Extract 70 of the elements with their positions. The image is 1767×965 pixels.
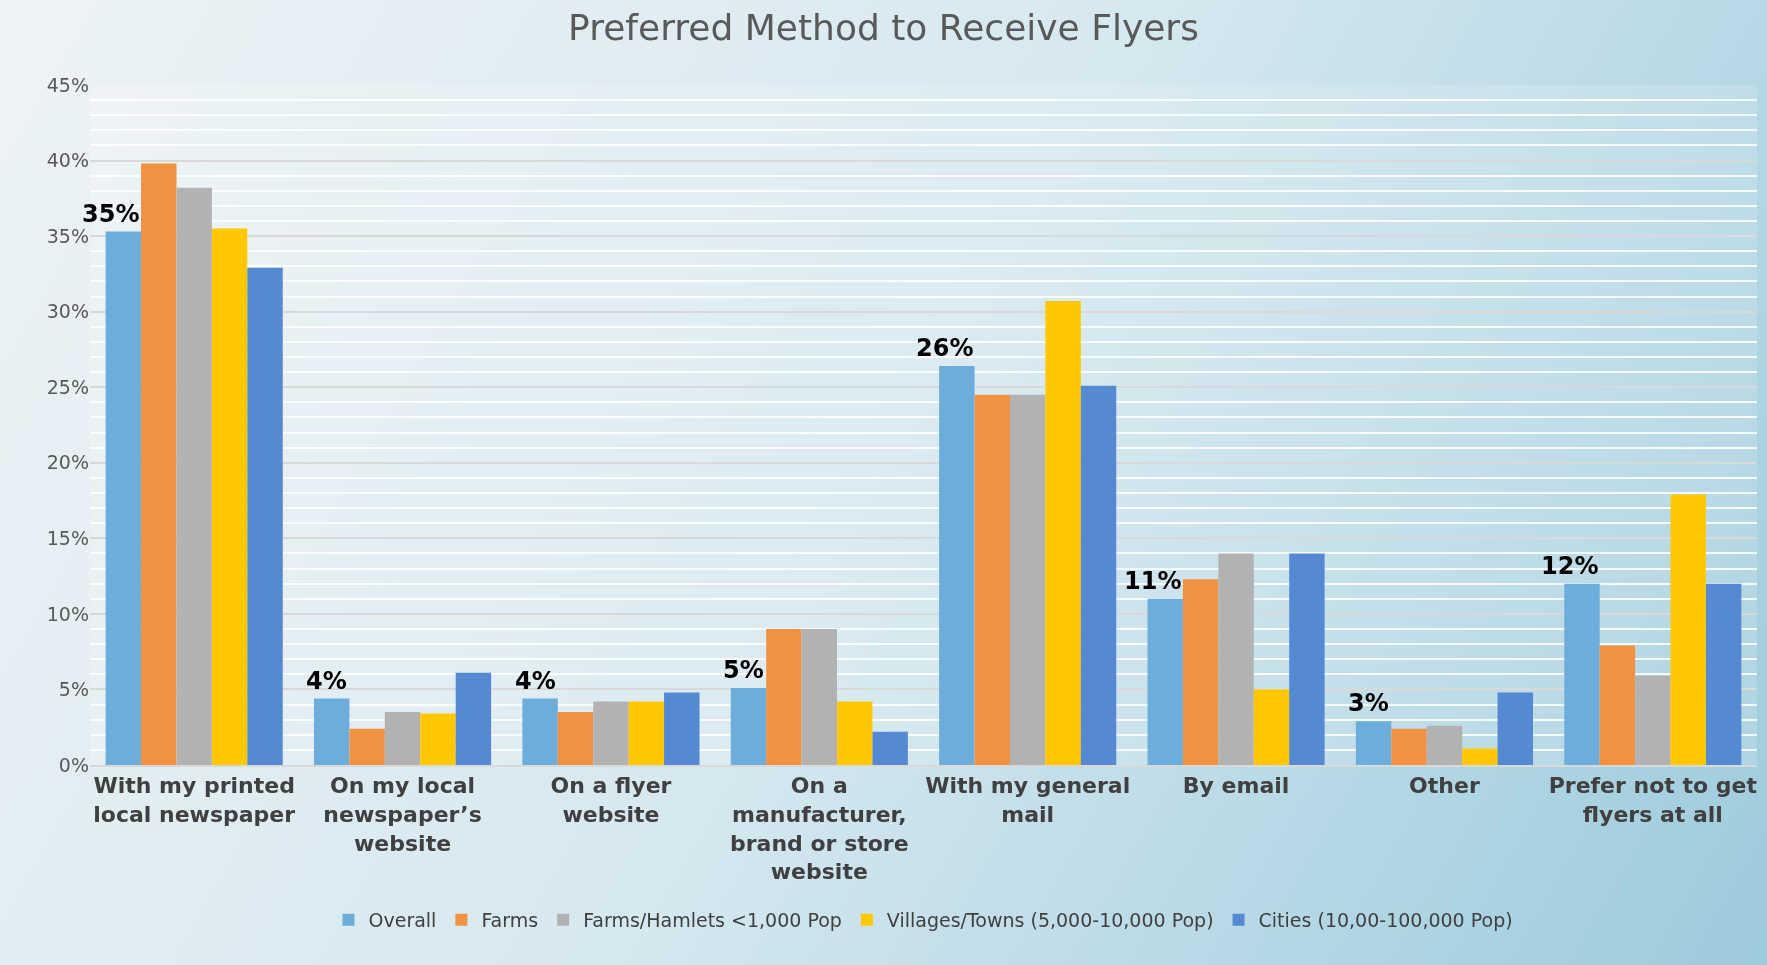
bar <box>1426 725 1463 765</box>
bar <box>314 698 350 765</box>
legend-label: Farms <box>481 909 539 932</box>
bar <box>105 231 142 765</box>
y-tick-label: 30% <box>46 300 89 323</box>
bar <box>1355 721 1392 765</box>
bar <box>939 366 975 765</box>
data-label: 3% <box>1348 689 1389 717</box>
bar <box>801 629 838 765</box>
bar <box>211 228 248 765</box>
legend-label: Overall <box>368 909 437 932</box>
bar <box>349 728 385 765</box>
bar <box>141 163 177 765</box>
x-tick-label: Prefer not to get flyers at all <box>1548 773 1758 827</box>
bar <box>455 672 492 765</box>
legend-label: Cities (10,00-100,000 Pop) <box>1258 909 1513 932</box>
x-tick-label: On a manufacturer, brand or store website <box>729 773 909 885</box>
y-tick-label: 5% <box>58 678 89 701</box>
data-label: 4% <box>306 667 347 695</box>
bar <box>1045 301 1081 765</box>
bar <box>1497 692 1533 765</box>
bar <box>1289 553 1325 765</box>
y-tick-label: 25% <box>46 375 89 398</box>
bar <box>1147 598 1183 765</box>
bar <box>593 701 629 765</box>
data-label: 26% <box>916 334 974 362</box>
legend-label: Farms/Hamlets <1,000 Pop <box>583 909 842 932</box>
bar <box>420 713 456 765</box>
bar <box>664 692 700 765</box>
chart-title: Preferred Method to Receive Flyers <box>568 6 1199 48</box>
bar <box>1635 675 1671 765</box>
bar <box>628 701 665 765</box>
bar <box>1009 394 1046 765</box>
x-tick-label: Other <box>1409 773 1480 799</box>
x-tick-label: With my printed local newspaper <box>93 773 296 827</box>
bar <box>1705 583 1742 765</box>
y-tick-label: 0% <box>58 753 89 776</box>
bar <box>557 712 594 765</box>
y-tick-label: 15% <box>46 526 89 549</box>
bar <box>1080 385 1117 765</box>
data-label: 4% <box>515 667 556 695</box>
legend-label: Villages/Towns (5,000-10,000 Pop) <box>886 909 1214 932</box>
bar <box>247 267 283 765</box>
x-tick-label: On my local newspaper’s website <box>323 773 482 856</box>
bar <box>1253 689 1290 765</box>
y-tick-label: 20% <box>46 451 89 474</box>
bar <box>384 712 421 765</box>
bar <box>1564 583 1600 765</box>
y-tick-label: 45% <box>46 73 89 96</box>
data-label: 5% <box>723 656 764 684</box>
data-label: 12% <box>1541 552 1599 580</box>
bar <box>1670 494 1706 765</box>
bar <box>1599 645 1636 765</box>
x-tick-label: By email <box>1182 773 1290 799</box>
bar <box>837 701 873 765</box>
bar <box>974 394 1010 765</box>
x-tick-label: With my general mail <box>925 773 1131 827</box>
bar <box>872 731 908 765</box>
x-tick-label: On a flyer website <box>550 773 672 827</box>
y-tick-label: 10% <box>46 602 89 625</box>
bar <box>730 687 767 765</box>
bar <box>1218 553 1254 765</box>
bar <box>176 187 212 765</box>
bar <box>766 629 802 765</box>
data-label: 11% <box>1124 567 1182 595</box>
bar <box>522 698 558 765</box>
y-tick-label: 40% <box>46 149 89 172</box>
bar <box>1391 728 1427 765</box>
bar <box>1182 579 1219 765</box>
bar <box>1462 748 1498 765</box>
